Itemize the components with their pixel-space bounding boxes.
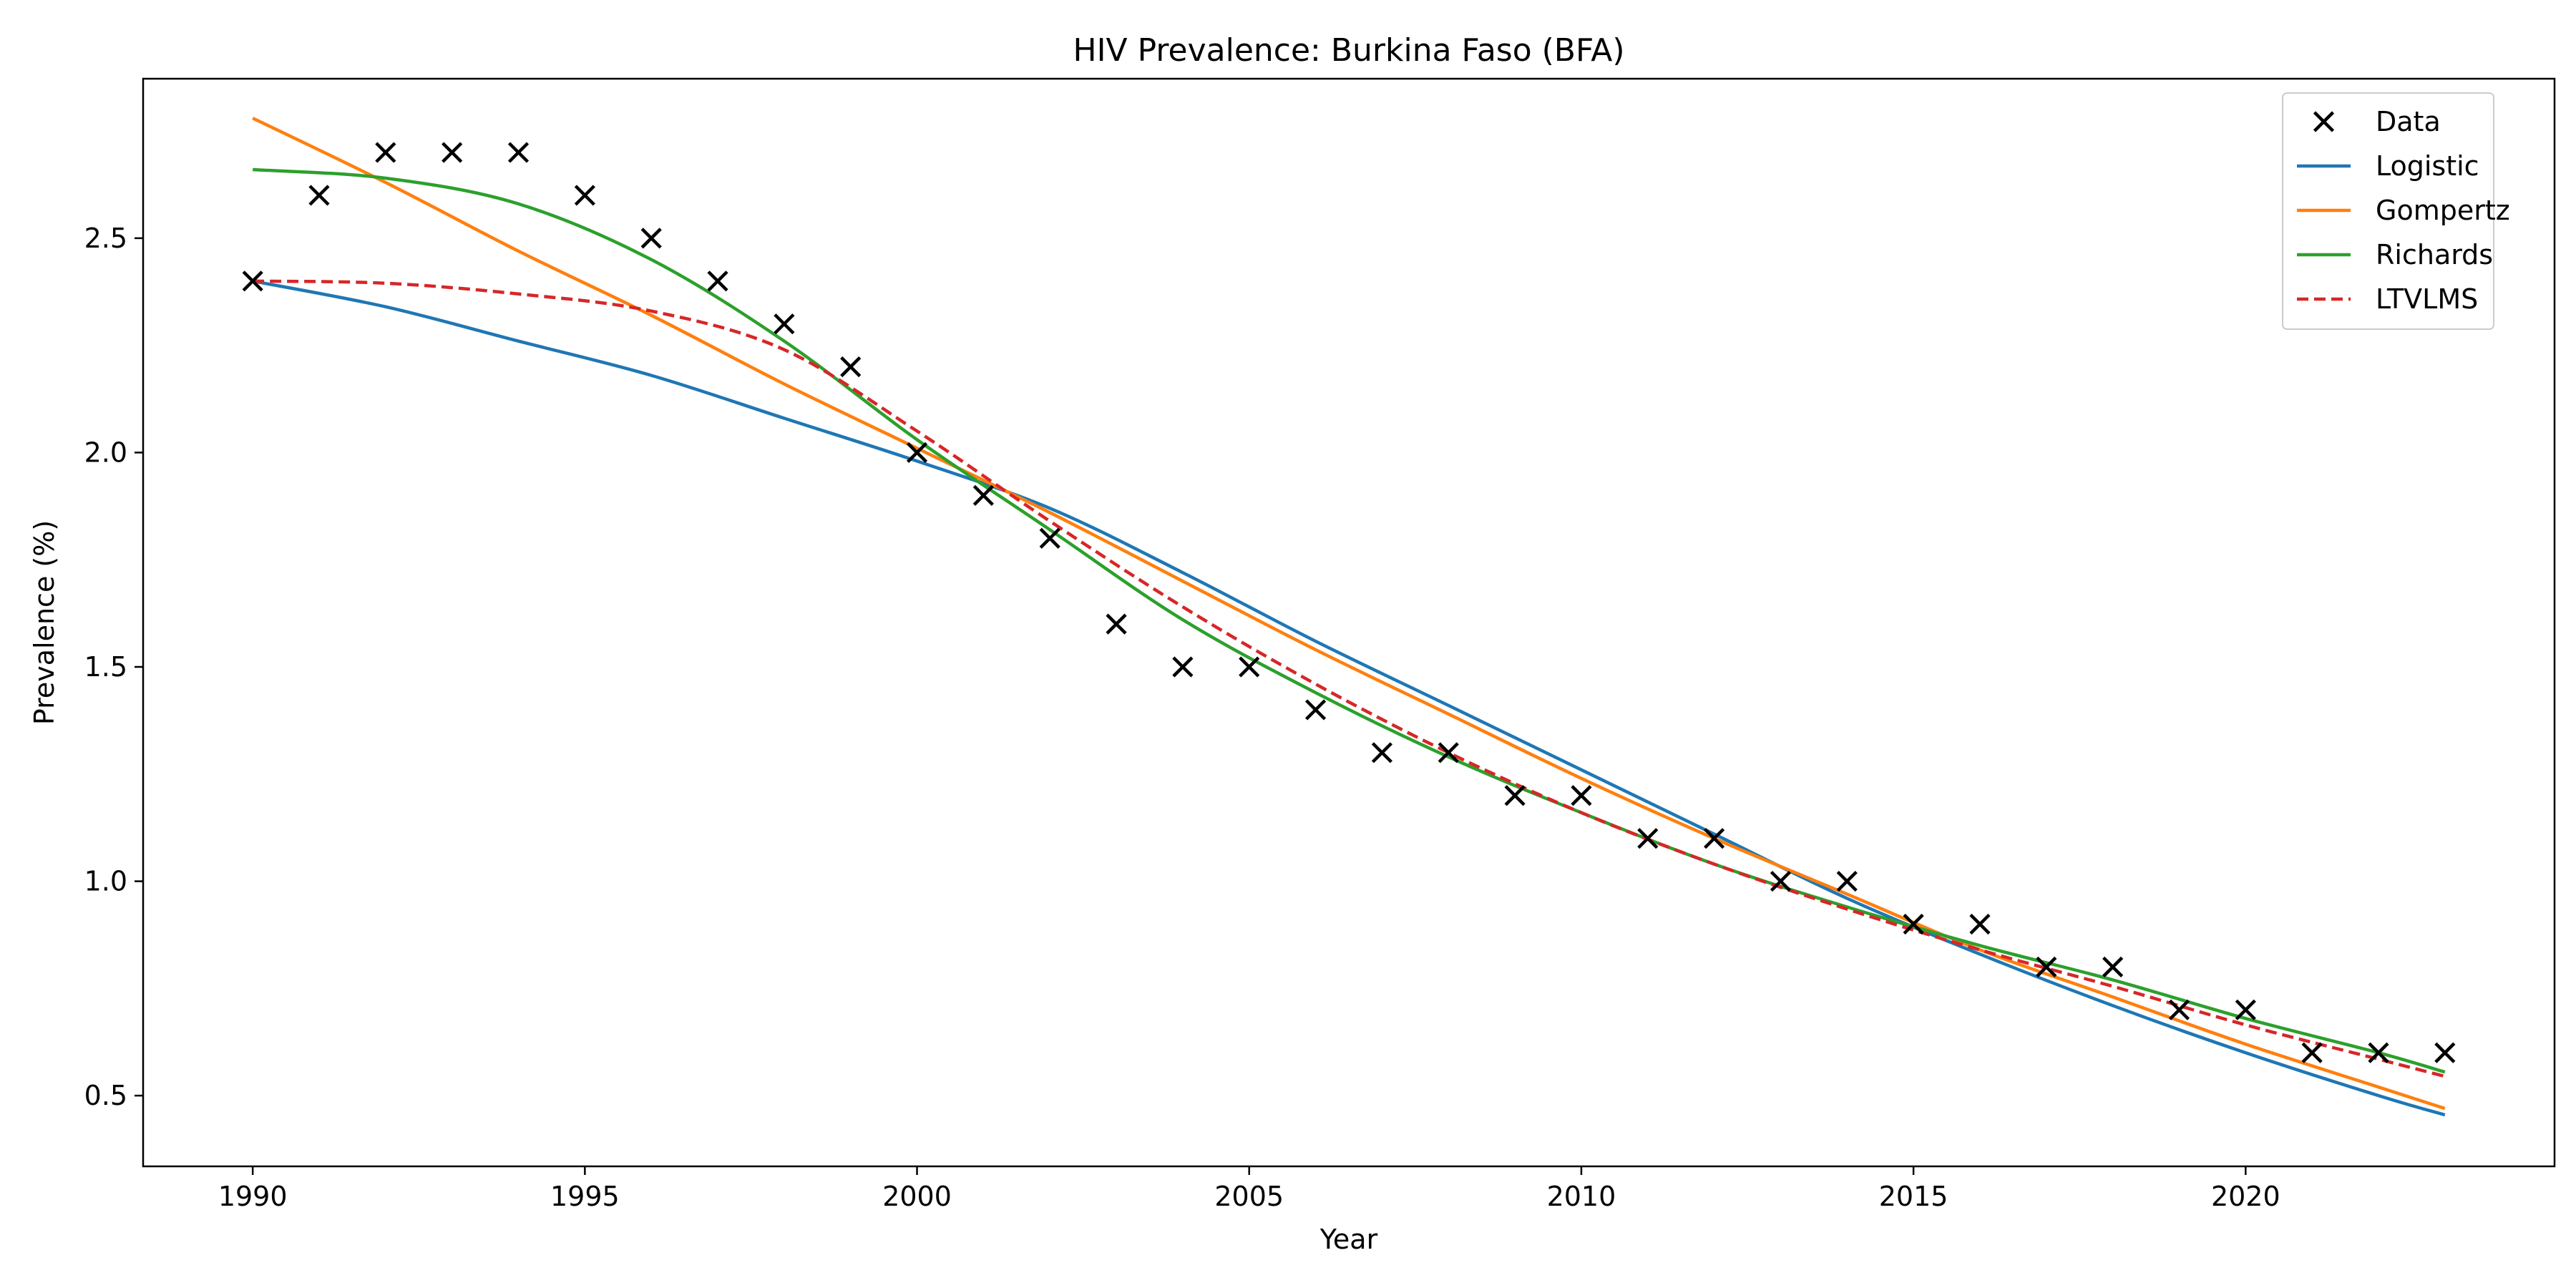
data-point xyxy=(2102,956,2124,977)
data-point xyxy=(375,142,396,163)
data-point xyxy=(1039,527,1060,549)
data-point xyxy=(2301,1042,2323,1063)
y-tick-label: 2.5 xyxy=(84,223,127,254)
data-point xyxy=(2036,956,2057,977)
data-point xyxy=(1438,742,1459,763)
data-point xyxy=(1371,742,1393,763)
legend-marker-data xyxy=(2313,111,2335,132)
data-point xyxy=(242,270,263,292)
data-point xyxy=(1239,656,1260,678)
legend-label: Richards xyxy=(2376,239,2493,270)
series-line-gompertz xyxy=(252,117,2446,1111)
data-point xyxy=(1836,870,1858,892)
data-point xyxy=(1637,828,1659,849)
data-point xyxy=(574,185,595,206)
data-point xyxy=(774,313,795,335)
data-point xyxy=(2368,1042,2389,1063)
legend-label: Logistic xyxy=(2376,150,2479,182)
data-point xyxy=(1571,785,1592,806)
y-tick-label: 2.0 xyxy=(84,436,127,468)
x-tick-label: 2020 xyxy=(2211,1181,2280,1212)
x-tick-label: 1990 xyxy=(218,1181,288,1212)
data-point xyxy=(972,484,994,506)
x-tick-label: 2005 xyxy=(1214,1181,1284,1212)
legend-label: Gompertz xyxy=(2376,195,2510,226)
legend-box xyxy=(2282,92,2494,330)
series-line-richards xyxy=(253,167,2446,1074)
data-point xyxy=(1304,699,1327,721)
y-tick-label: 1.5 xyxy=(84,651,127,683)
x-tick-label: 2010 xyxy=(1547,1181,1616,1212)
y-axis-label: Prevalence (%) xyxy=(29,520,60,725)
data-point xyxy=(2434,1042,2456,1063)
x-tick-label: 1995 xyxy=(550,1181,620,1212)
data-point xyxy=(1903,913,1924,935)
data-point xyxy=(2168,999,2190,1020)
legend-label: Data xyxy=(2376,106,2441,137)
chart-title: HIV Prevalence: Burkina Faso (BFA) xyxy=(1073,32,1624,69)
data-point xyxy=(441,142,463,163)
data-point xyxy=(1704,828,1725,849)
data-point xyxy=(640,228,662,249)
data-point xyxy=(1969,913,1991,935)
legend-label: LTVLMS xyxy=(2376,283,2478,315)
data-point xyxy=(1504,785,1526,806)
data-point xyxy=(507,142,530,163)
data-point xyxy=(1172,656,1194,678)
data-point xyxy=(840,356,862,378)
x-axis: 1990 1995 2000 2005 2010 2015 2020 xyxy=(218,1166,2280,1212)
x-tick-label: 2015 xyxy=(1879,1181,1948,1212)
y-tick-label: 0.5 xyxy=(84,1080,127,1111)
y-axis: 0.5 1.0 1.5 2.0 2.5 xyxy=(84,223,143,1111)
data-point xyxy=(906,441,928,464)
data-point xyxy=(2235,999,2256,1020)
plot-area xyxy=(242,117,2456,1117)
legend: Data Logistic Gompertz Richards LTVLMS xyxy=(2282,92,2510,330)
series-line-logistic xyxy=(252,279,2446,1117)
x-tick-label: 2000 xyxy=(882,1181,952,1212)
data-point xyxy=(308,185,330,206)
data-point xyxy=(707,270,728,292)
x-axis-label: Year xyxy=(1319,1224,1378,1255)
data-point xyxy=(1770,870,1792,892)
plot-frame xyxy=(142,77,2556,1168)
y-tick-label: 1.0 xyxy=(84,866,127,897)
series-line-ltvlms xyxy=(253,279,2446,1078)
data-point xyxy=(1106,613,1127,635)
